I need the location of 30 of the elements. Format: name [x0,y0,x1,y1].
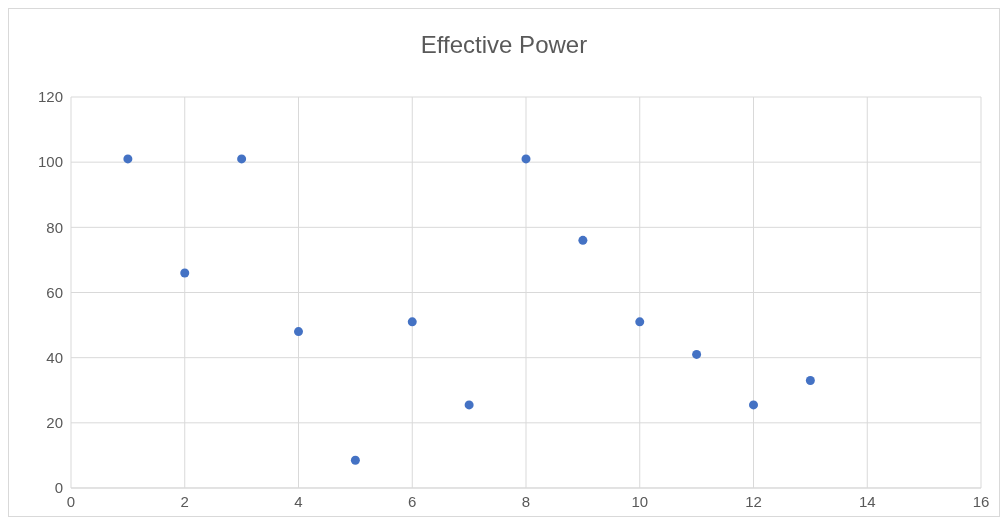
point [749,400,758,410]
point [578,235,588,245]
point [294,327,303,337]
x-tick-label: 8 [521,492,531,510]
point [123,154,133,164]
point [407,317,417,327]
y-tick-label: 60 [46,283,63,301]
chart-title: Effective Power [419,31,589,59]
point [635,317,645,327]
point [464,400,474,410]
y-tick-label: 40 [46,348,63,366]
y-tick-label: 80 [46,218,63,236]
point [237,154,247,164]
point [521,154,531,164]
x-tick-label: 6 [408,492,417,510]
x-tick-label: 0 [66,492,76,510]
x-tick-label: 4 [294,492,303,510]
y-tick-label: 120 [37,88,63,106]
x-tick-label: 12 [745,492,762,510]
y-tick-label: 20 [46,414,63,432]
x-tick-label: 16 [972,492,990,510]
y-tick-label: 0 [54,479,63,497]
x-tick-label: 10 [631,492,649,510]
point [692,349,702,359]
x-tick-label: 14 [858,492,876,510]
y-tick-label: 100 [37,153,63,171]
point [805,375,815,385]
x-tick-label: 2 [180,492,189,510]
point [350,455,360,465]
point [180,268,190,278]
